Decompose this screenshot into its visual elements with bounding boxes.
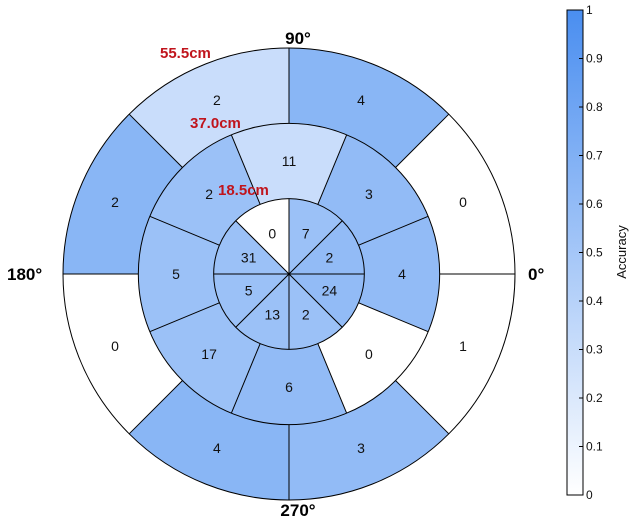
colorbar-tick-label-9: 0.9 (586, 52, 603, 66)
cell-inner-2 (235, 198, 289, 274)
colorbar: 0 0.1 0.2 0.3 0.4 0.5 0.6 0.7 0.8 0.9 1 Accuracy (566, 3, 629, 502)
count-middle-1: 11 (282, 153, 297, 169)
cell-outer-6 (289, 380, 449, 500)
cell-inner-7 (289, 274, 365, 328)
cell-inner-3 (213, 220, 289, 274)
radial-line-middle-3 (149, 215, 220, 246)
cell-outer-4 (63, 274, 183, 434)
count-middle-3: 5 (172, 266, 180, 282)
radial-line-inner-3 (235, 220, 290, 275)
count-outer-3: 2 (111, 194, 119, 210)
cell-middle-1 (231, 123, 347, 205)
radius-label-inner: 18.5cm (218, 182, 269, 199)
count-middle-6: 0 (365, 346, 373, 362)
radius-label-outer: 55.5cm (160, 45, 211, 62)
cell-middle-7 (358, 216, 440, 332)
polar-grid (62, 47, 516, 501)
radial-line-middle-7 (358, 302, 429, 333)
radius-label-middle: 37.0cm (190, 115, 241, 132)
cell-outer-3 (63, 114, 183, 274)
cell-middle-0 (317, 134, 429, 246)
cell-inner-4 (213, 274, 289, 328)
radial-line-middle-5 (230, 343, 261, 414)
angle-label-0: 0° (528, 265, 544, 284)
count-outer-2: 2 (213, 92, 221, 108)
radial-line-outer-5 (128, 380, 183, 435)
colorbar-tick-label-5: 0.5 (586, 246, 603, 260)
radial-line-outer-3 (128, 113, 183, 168)
polar-cells (63, 48, 515, 500)
colorbar-tick-label-1: 0.1 (586, 440, 603, 454)
colorbar-tick-label-6: 0.6 (586, 197, 603, 211)
cell-inner-6 (289, 274, 343, 350)
radial-line-outer-7 (395, 380, 450, 435)
angle-label-180: 180° (7, 265, 42, 284)
colorbar-tick-label-0: 0 (586, 488, 593, 502)
count-outer-0: 0 (459, 194, 467, 210)
cell-middle-2 (149, 134, 261, 246)
cell-outer-5 (129, 380, 289, 500)
count-middle-7: 4 (398, 266, 406, 282)
radial-line-inner-5 (235, 273, 290, 328)
radial-line-middle-0 (358, 215, 429, 246)
count-outer-7: 1 (459, 338, 467, 354)
count-inner-4: 5 (245, 283, 253, 299)
colorbar-tick-label-4: 0.4 (586, 294, 603, 308)
count-middle-4: 17 (201, 346, 217, 362)
colorbar-ticks: 0 0.1 0.2 0.3 0.4 0.5 0.6 0.7 0.8 0.9 1 (579, 3, 603, 502)
radial-line-middle-1 (317, 134, 348, 205)
colorbar-label: Accuracy (614, 225, 629, 279)
cell-inner-5 (235, 274, 289, 350)
colorbar-tick-label-10: 1 (586, 3, 593, 17)
cell-outer-7 (395, 274, 515, 434)
count-inner-1: 7 (302, 226, 310, 242)
radial-line-outer-1 (395, 113, 450, 168)
count-outer-5: 4 (213, 440, 221, 456)
count-outer-6: 3 (357, 440, 365, 456)
cell-inner-0 (289, 220, 365, 274)
cell-middle-3 (138, 216, 220, 332)
colorbar-tick-label-2: 0.2 (586, 391, 603, 405)
cell-middle-6 (317, 302, 429, 414)
colorbar-tick-label-8: 0.8 (586, 100, 603, 114)
radial-line-middle-4 (149, 302, 220, 333)
colorbar-tick-label-3: 0.3 (586, 343, 603, 357)
cell-outer-1 (289, 48, 449, 168)
cell-inner-1 (289, 198, 343, 274)
radial-line-inner-7 (288, 273, 343, 328)
count-middle-2: 2 (205, 186, 213, 202)
count-middle-0: 3 (365, 186, 373, 202)
count-inner-7: 24 (322, 283, 338, 299)
cell-outer-0 (395, 114, 515, 274)
colorbar-tick-label-7: 0.7 (586, 149, 603, 163)
count-inner-2: 0 (268, 226, 276, 242)
angle-label-90: 90° (285, 29, 311, 48)
radial-line-middle-6 (317, 343, 348, 414)
count-inner-6: 2 (302, 306, 310, 322)
count-outer-4: 0 (111, 338, 119, 354)
count-inner-3: 31 (241, 249, 257, 265)
radial-line-inner-1 (288, 220, 343, 275)
cell-middle-5 (231, 343, 347, 425)
angle-label-270: 270° (280, 501, 315, 520)
count-inner-0: 2 (325, 249, 333, 265)
count-middle-5: 6 (285, 379, 293, 395)
count-inner-5: 13 (264, 306, 280, 322)
cell-outer-2 (129, 48, 289, 168)
count-outer-1: 4 (357, 92, 365, 108)
radial-line-middle-2 (230, 134, 261, 205)
cell-middle-4 (149, 302, 261, 414)
